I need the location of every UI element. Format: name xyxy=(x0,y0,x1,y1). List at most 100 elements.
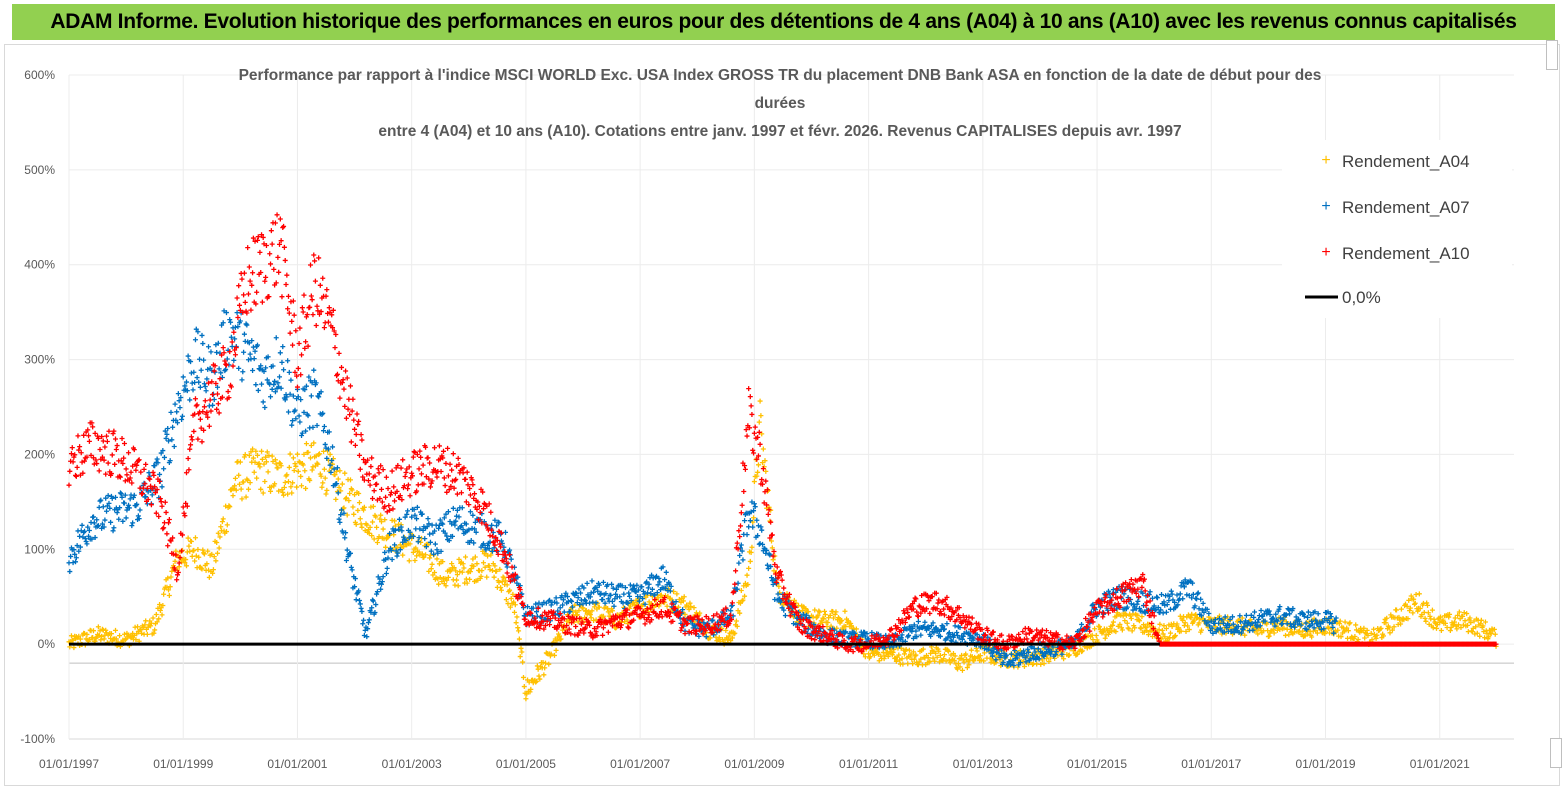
point-a10 xyxy=(1084,624,1090,630)
point-a04 xyxy=(459,569,465,575)
point-a10 xyxy=(254,289,260,295)
point-a07 xyxy=(1136,605,1142,611)
point-a07 xyxy=(600,579,606,585)
point-a10 xyxy=(1119,588,1125,594)
point-a10 xyxy=(277,216,283,222)
point-a07 xyxy=(442,530,448,536)
point-a10 xyxy=(303,339,309,345)
point-a07 xyxy=(757,541,763,547)
point-a07 xyxy=(1315,611,1321,617)
point-a10 xyxy=(285,293,291,299)
point-a04 xyxy=(468,566,474,572)
point-a10 xyxy=(321,325,327,331)
point-a07 xyxy=(426,521,432,527)
point-a10 xyxy=(236,283,242,289)
point-a10 xyxy=(507,578,513,584)
point-a04 xyxy=(485,553,491,559)
point-a04 xyxy=(848,623,854,629)
point-a04 xyxy=(516,636,522,642)
point-a10 xyxy=(367,482,373,488)
point-a10 xyxy=(183,500,189,506)
point-a07 xyxy=(1008,651,1014,657)
point-a10 xyxy=(868,638,874,644)
point-a10 xyxy=(1101,599,1107,604)
point-a04 xyxy=(688,603,694,609)
point-a04 xyxy=(322,475,328,481)
point-a04 xyxy=(367,524,373,530)
point-a10 xyxy=(774,564,780,570)
point-a04 xyxy=(981,658,987,664)
point-a10 xyxy=(1104,603,1110,609)
point-a07 xyxy=(321,428,327,434)
point-a04 xyxy=(301,451,307,457)
point-a10 xyxy=(175,572,181,578)
point-a04 xyxy=(1481,629,1487,635)
point-a10 xyxy=(558,619,564,625)
point-a07 xyxy=(180,374,186,380)
point-a10 xyxy=(453,476,459,482)
point-a07 xyxy=(379,579,385,585)
point-a10 xyxy=(106,428,112,434)
point-a07 xyxy=(255,387,261,393)
point-a04 xyxy=(452,582,458,588)
point-a04 xyxy=(893,658,899,664)
point-a10 xyxy=(269,241,275,247)
point-a10 xyxy=(109,452,115,458)
point-a04 xyxy=(256,460,262,466)
point-a10 xyxy=(755,434,761,440)
point-a07 xyxy=(440,521,446,527)
point-a04 xyxy=(1384,615,1390,621)
point-a10 xyxy=(677,610,683,616)
point-a07 xyxy=(467,509,473,515)
point-a04 xyxy=(432,569,438,575)
point-a07 xyxy=(740,557,746,563)
point-a04 xyxy=(1145,632,1151,638)
point-a10 xyxy=(995,637,1001,643)
point-a10 xyxy=(80,470,86,476)
point-a07 xyxy=(508,556,514,562)
point-a04 xyxy=(831,615,837,621)
point-a07 xyxy=(1053,648,1059,654)
point-a10 xyxy=(128,469,134,475)
resize-handle-top[interactable] xyxy=(1546,40,1558,70)
point-a04 xyxy=(968,647,974,653)
point-a07 xyxy=(170,424,176,430)
point-a07 xyxy=(631,583,637,589)
point-a07 xyxy=(1186,593,1192,599)
point-a07 xyxy=(73,555,79,561)
point-a04 xyxy=(213,558,219,564)
point-a07 xyxy=(1243,612,1249,618)
point-a04 xyxy=(1102,635,1108,641)
point-a04 xyxy=(682,611,688,617)
point-a04 xyxy=(520,674,526,680)
point-a07 xyxy=(667,588,673,594)
point-a07 xyxy=(1021,650,1027,656)
point-a10 xyxy=(566,626,572,632)
y-tick-label: 400% xyxy=(24,258,55,272)
point-a10 xyxy=(432,445,438,451)
point-a07 xyxy=(438,548,444,554)
point-a07 xyxy=(613,586,619,592)
point-a10 xyxy=(475,499,481,505)
point-a07 xyxy=(1168,588,1174,594)
point-a10 xyxy=(135,457,141,463)
point-a07 xyxy=(357,601,363,607)
resize-handle-bottom[interactable] xyxy=(1550,738,1562,768)
point-a07 xyxy=(1276,606,1282,612)
point-a04 xyxy=(832,611,838,617)
y-axis-ticks: -100%0%100%200%300%400%500%600% xyxy=(20,68,55,746)
point-a04 xyxy=(1161,623,1167,629)
point-a07 xyxy=(610,585,616,591)
point-a10 xyxy=(765,511,771,517)
point-a07 xyxy=(656,575,662,581)
point-a10 xyxy=(822,629,828,635)
point-a07 xyxy=(1147,589,1153,595)
point-a10 xyxy=(818,632,824,638)
point-a10 xyxy=(637,606,643,612)
point-a04 xyxy=(1309,634,1315,640)
point-a10 xyxy=(157,478,163,484)
point-a04 xyxy=(1455,612,1461,618)
point-a04 xyxy=(514,614,520,620)
point-a04 xyxy=(320,480,326,486)
point-a04 xyxy=(533,679,539,685)
